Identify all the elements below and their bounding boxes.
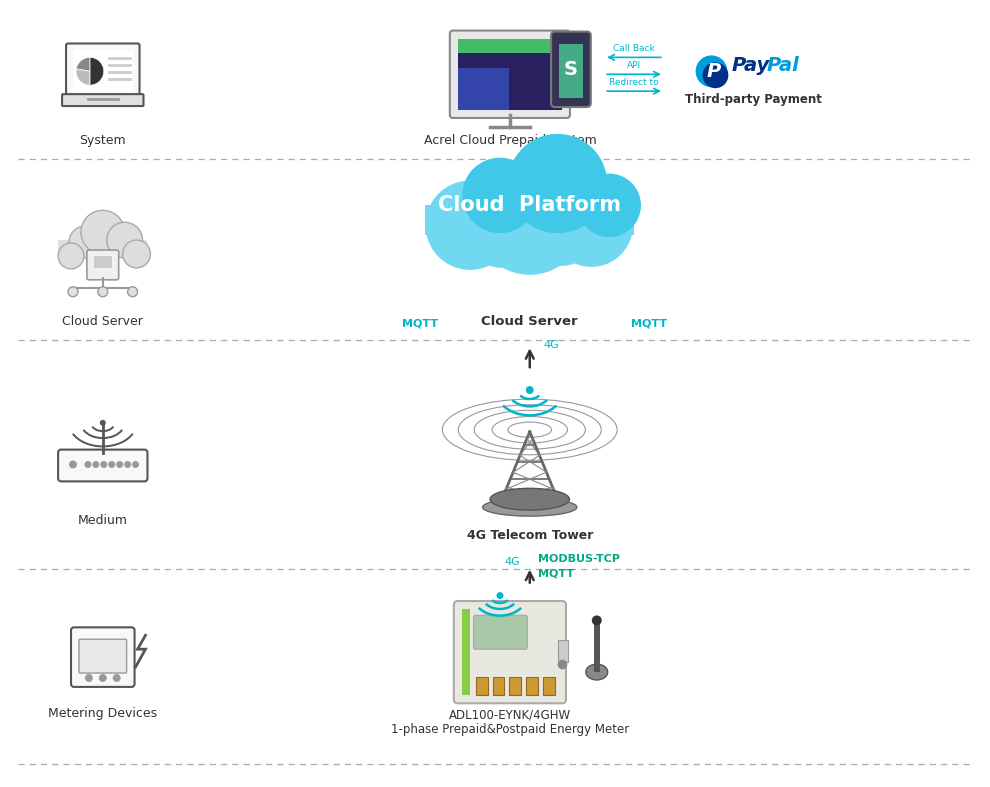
Text: Cloud  Platform: Cloud Platform (439, 195, 622, 216)
Bar (457, 39, 562, 110)
Circle shape (462, 157, 538, 233)
Wedge shape (76, 69, 90, 85)
FancyBboxPatch shape (58, 449, 148, 482)
Circle shape (526, 194, 597, 266)
Circle shape (526, 386, 534, 394)
Bar (58, 240, 148, 256)
Circle shape (113, 674, 121, 682)
Circle shape (100, 419, 106, 426)
Circle shape (123, 240, 150, 268)
Circle shape (68, 286, 78, 297)
Circle shape (69, 226, 101, 258)
FancyBboxPatch shape (62, 94, 144, 106)
FancyBboxPatch shape (449, 31, 570, 118)
Text: Third-party Payment: Third-party Payment (685, 93, 822, 106)
FancyBboxPatch shape (551, 31, 591, 107)
Text: Cloud Server: Cloud Server (62, 315, 144, 327)
Text: Call Back: Call Back (613, 44, 655, 54)
Circle shape (577, 174, 641, 237)
Text: MODBUS-TCP: MODBUS-TCP (538, 554, 620, 564)
Text: API: API (627, 61, 642, 70)
Circle shape (92, 461, 99, 468)
Circle shape (426, 180, 515, 270)
FancyBboxPatch shape (79, 639, 127, 673)
Circle shape (116, 461, 123, 468)
Bar (94, 256, 112, 268)
Text: Cloud Server: Cloud Server (481, 316, 578, 328)
Text: 4G Telecom Tower: 4G Telecom Tower (466, 529, 593, 542)
Text: Medium: Medium (78, 514, 128, 527)
Circle shape (592, 615, 602, 626)
Text: System: System (79, 134, 126, 147)
Circle shape (508, 134, 607, 233)
FancyBboxPatch shape (473, 615, 528, 649)
Circle shape (69, 460, 77, 468)
Bar (457, 68, 510, 110)
Circle shape (100, 461, 107, 468)
Text: MQTT: MQTT (631, 319, 667, 328)
Text: Acrel Cloud Prepaid System: Acrel Cloud Prepaid System (424, 134, 596, 147)
Bar (457, 39, 562, 54)
Text: 4G: 4G (544, 340, 559, 350)
Bar (510, 678, 522, 696)
Bar (527, 678, 539, 696)
Circle shape (703, 62, 729, 88)
Circle shape (81, 210, 125, 254)
Text: 4G: 4G (504, 557, 520, 567)
Circle shape (128, 286, 138, 297)
Circle shape (85, 674, 93, 682)
Bar (492, 678, 505, 696)
FancyBboxPatch shape (71, 627, 135, 687)
Text: ADL100-EYNK/4GHW: ADL100-EYNK/4GHW (448, 709, 571, 722)
Text: Pay: Pay (732, 56, 769, 75)
Bar (73, 50, 133, 92)
Bar (426, 205, 634, 235)
FancyBboxPatch shape (66, 43, 140, 99)
Text: Metering Devices: Metering Devices (49, 707, 157, 720)
Ellipse shape (490, 488, 569, 510)
Ellipse shape (482, 498, 577, 516)
Text: 1-phase Prepaid&Postpaid Energy Meter: 1-phase Prepaid&Postpaid Energy Meter (391, 722, 629, 736)
Ellipse shape (586, 664, 608, 680)
Circle shape (464, 193, 540, 268)
Wedge shape (76, 57, 90, 72)
Circle shape (696, 55, 728, 87)
Circle shape (549, 183, 633, 267)
Bar (558, 641, 568, 662)
Circle shape (58, 243, 84, 269)
Text: Pal: Pal (767, 56, 800, 75)
Circle shape (99, 674, 107, 682)
Circle shape (107, 222, 143, 258)
Bar (594, 620, 600, 672)
Circle shape (124, 461, 131, 468)
Circle shape (108, 461, 115, 468)
Circle shape (98, 286, 108, 297)
Text: Redirect to: Redirect to (609, 78, 658, 87)
Circle shape (475, 165, 584, 275)
Text: S: S (564, 60, 578, 79)
Text: MQTT: MQTT (403, 319, 439, 328)
Circle shape (132, 461, 139, 468)
Text: P: P (706, 62, 721, 81)
Circle shape (84, 461, 91, 468)
Bar (475, 678, 487, 696)
Bar (559, 45, 583, 98)
Wedge shape (90, 57, 104, 85)
Bar (461, 609, 469, 696)
Circle shape (497, 592, 504, 599)
FancyBboxPatch shape (453, 601, 566, 704)
FancyBboxPatch shape (87, 250, 119, 280)
Text: MQTT: MQTT (538, 568, 574, 578)
Bar (544, 678, 555, 696)
